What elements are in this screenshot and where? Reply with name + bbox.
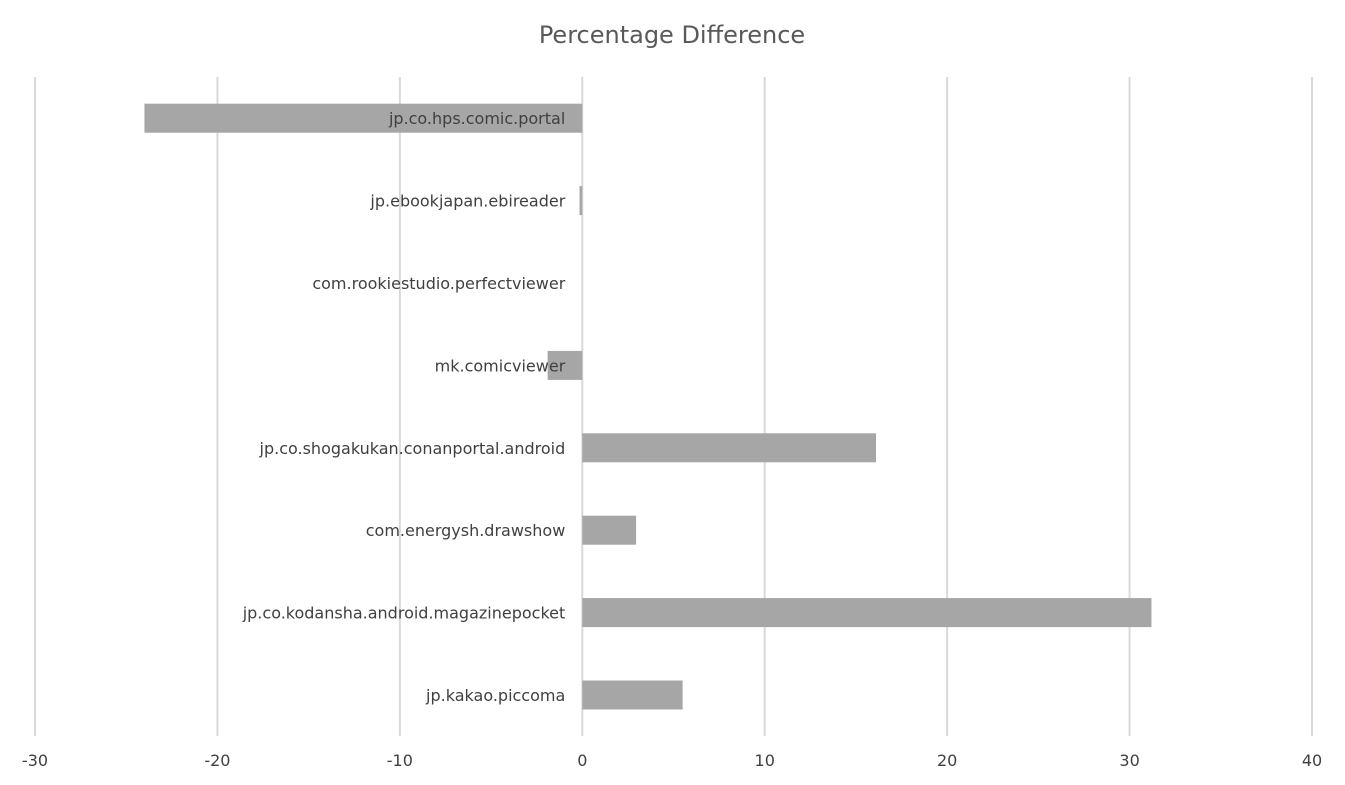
chart-title: Percentage Difference (539, 21, 805, 49)
category-label-3: com.rookiestudio.perfectviewer (312, 274, 565, 293)
x-tick-label: 40 (1302, 751, 1322, 770)
bar-4 (547, 350, 583, 380)
category-label-4: mk.comicviewer (435, 356, 566, 375)
gridlines (34, 77, 1313, 736)
x-tick-label: 0 (577, 751, 587, 770)
bars (144, 103, 1152, 710)
x-tick-label: 30 (1119, 751, 1139, 770)
bar-2 (579, 186, 583, 216)
category-label-8: jp.kakao.piccoma (425, 686, 565, 705)
category-label-5: jp.co.shogakukan.conanportal.android (259, 439, 566, 458)
x-axis-tick-labels: -30 -20 -10 0 10 20 30 40 (22, 751, 1322, 770)
x-tick-label: 10 (755, 751, 775, 770)
bar-5 (582, 433, 876, 463)
category-label-6: com.energysh.drawshow (366, 521, 566, 540)
bar-8 (582, 680, 683, 710)
x-tick-label: 20 (937, 751, 957, 770)
bar-7 (582, 598, 1152, 628)
category-label-1: jp.co.hps.comic.portal (388, 109, 565, 128)
category-label-2: jp.ebookjapan.ebireader (369, 192, 565, 211)
bar-1 (144, 103, 583, 133)
category-label-7: jp.co.kodansha.android.magazinepocket (242, 604, 566, 623)
x-tick-label: -10 (387, 751, 413, 770)
bar-6 (582, 515, 637, 545)
x-tick-label: -30 (22, 751, 48, 770)
x-tick-label: -20 (204, 751, 230, 770)
category-labels: jp.co.hps.comic.portal jp.ebookjapan.ebir… (242, 109, 566, 705)
